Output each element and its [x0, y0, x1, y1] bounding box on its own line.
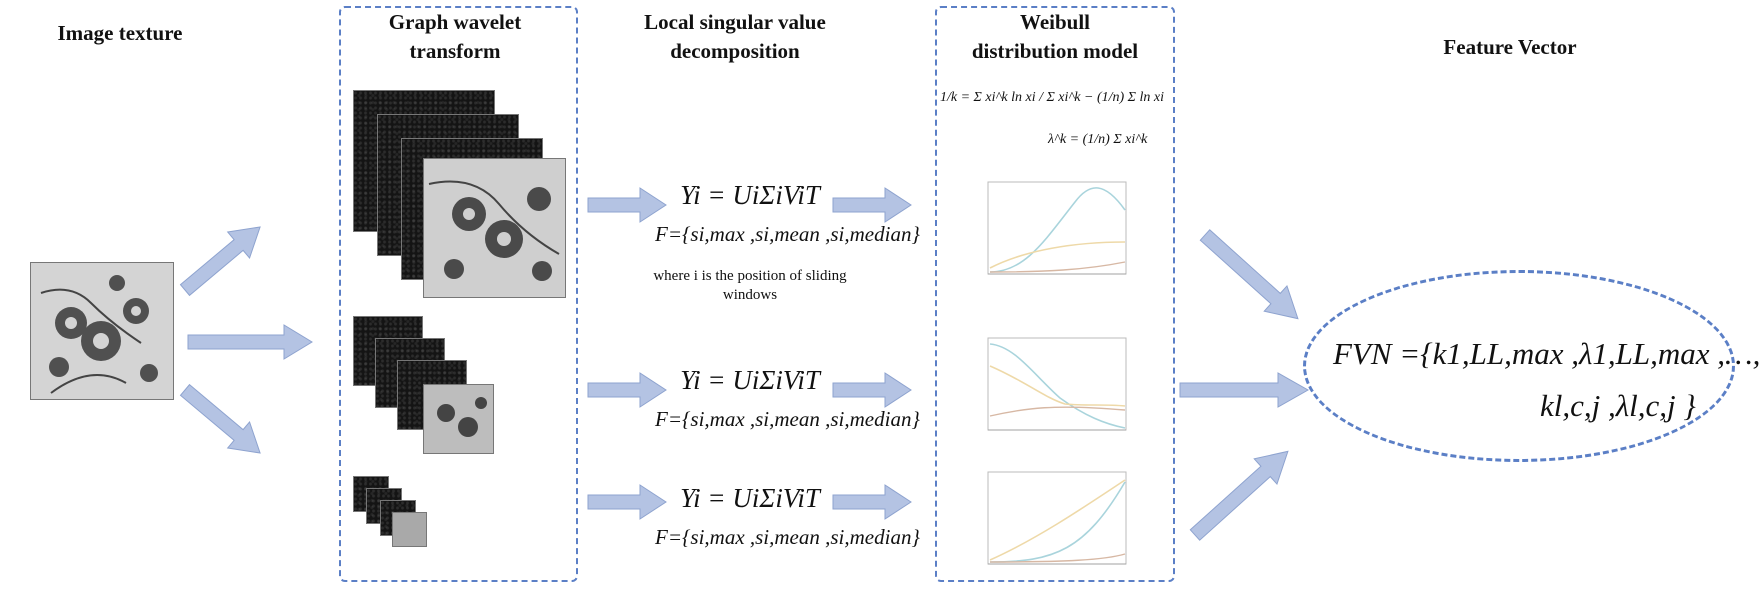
header-gwt-line2: transform	[409, 39, 501, 63]
arrow-weibull1-to-fv	[1199, 229, 1299, 320]
svd-equation-1: Yi = UiΣiViT	[680, 180, 820, 210]
weibull-plot-2	[987, 337, 1127, 431]
plot3-curve-brown	[989, 553, 1126, 563]
header-image-texture: Image texture	[57, 21, 183, 45]
input-texture-image	[30, 262, 174, 400]
arrow-texture-to-level1	[179, 226, 261, 297]
header-feature-vector: Feature Vector	[1443, 35, 1577, 59]
svd-equation-2: Yi = UiΣiViT	[680, 365, 820, 395]
wavelet-l1-approx	[423, 158, 566, 298]
arrow-texture-to-level3	[179, 383, 261, 454]
arrow-level2-to-svd	[587, 372, 667, 408]
arrow-weibull2-to-fv	[1179, 372, 1310, 408]
weibull-formula-lambda: λ^k = (1/n) Σ xi^k	[1048, 132, 1148, 147]
plot2-curve-brown	[989, 406, 1126, 417]
weibull-plot-1	[987, 181, 1127, 275]
weibull-plot-3	[987, 471, 1127, 565]
feature-vector-line1: FVN ={k1,LL,max ,λ1,LL,max ,…,	[1333, 336, 1761, 371]
wavelet-l3-approx	[392, 512, 427, 547]
wavelet-l2-approx	[423, 384, 494, 454]
header-local-svd: Local singular value decomposition	[600, 8, 870, 66]
svd-note-line1: where i is the position of sliding	[653, 268, 847, 284]
plot1-curve-orange	[989, 241, 1126, 269]
plot1-curve-blue	[989, 187, 1126, 273]
plot2-curve-blue	[989, 343, 1126, 429]
svd-note-line2: windows	[722, 287, 778, 303]
arrow-texture-to-level2	[187, 324, 313, 360]
arrow-level1-to-svd	[587, 187, 667, 223]
weibull-box	[935, 6, 1175, 582]
svd-features-2: F={si,max ,si,mean ,si,median}	[655, 407, 920, 431]
graph-wavelet-box	[339, 6, 578, 582]
header-svd-line2: decomposition	[670, 39, 800, 63]
feature-vector-line2: kl,c,j ,λl,c,j }	[1540, 388, 1696, 423]
svd-note: where i is the position of sliding windo…	[640, 267, 860, 305]
arrow-weibull3-to-fv	[1189, 450, 1289, 541]
header-graph-wavelet-transform: Graph wavelet transform	[340, 8, 570, 66]
svd-equation-3: Yi = UiΣiViT	[680, 483, 820, 513]
svd-features-3: F={si,max ,si,mean ,si,median}	[655, 525, 920, 549]
arrow-svd2-to-weibull	[832, 372, 912, 408]
feature-vector-ellipse	[1303, 270, 1735, 462]
header-svd-line1: Local singular value	[644, 10, 826, 34]
plot3-curve-orange	[989, 479, 1126, 561]
weibull-formula-k: 1/k = Σ xi^k ln xi / Σ xi^k − (1/n) Σ ln…	[940, 90, 1164, 105]
header-weibull-line1: Weibull	[1019, 10, 1091, 34]
header-gwt-line1: Graph wavelet	[388, 10, 522, 34]
header-weibull-line2: distribution model	[971, 39, 1139, 63]
arrow-svd1-to-weibull	[832, 187, 912, 223]
arrow-svd3-to-weibull	[832, 484, 912, 520]
arrow-level3-to-svd	[587, 484, 667, 520]
plot2-curve-orange	[989, 365, 1126, 407]
plot1-curve-brown	[989, 261, 1126, 273]
header-weibull-model: Weibull distribution model	[935, 8, 1175, 66]
svd-features-1: F={si,max ,si,mean ,si,median}	[655, 222, 920, 246]
